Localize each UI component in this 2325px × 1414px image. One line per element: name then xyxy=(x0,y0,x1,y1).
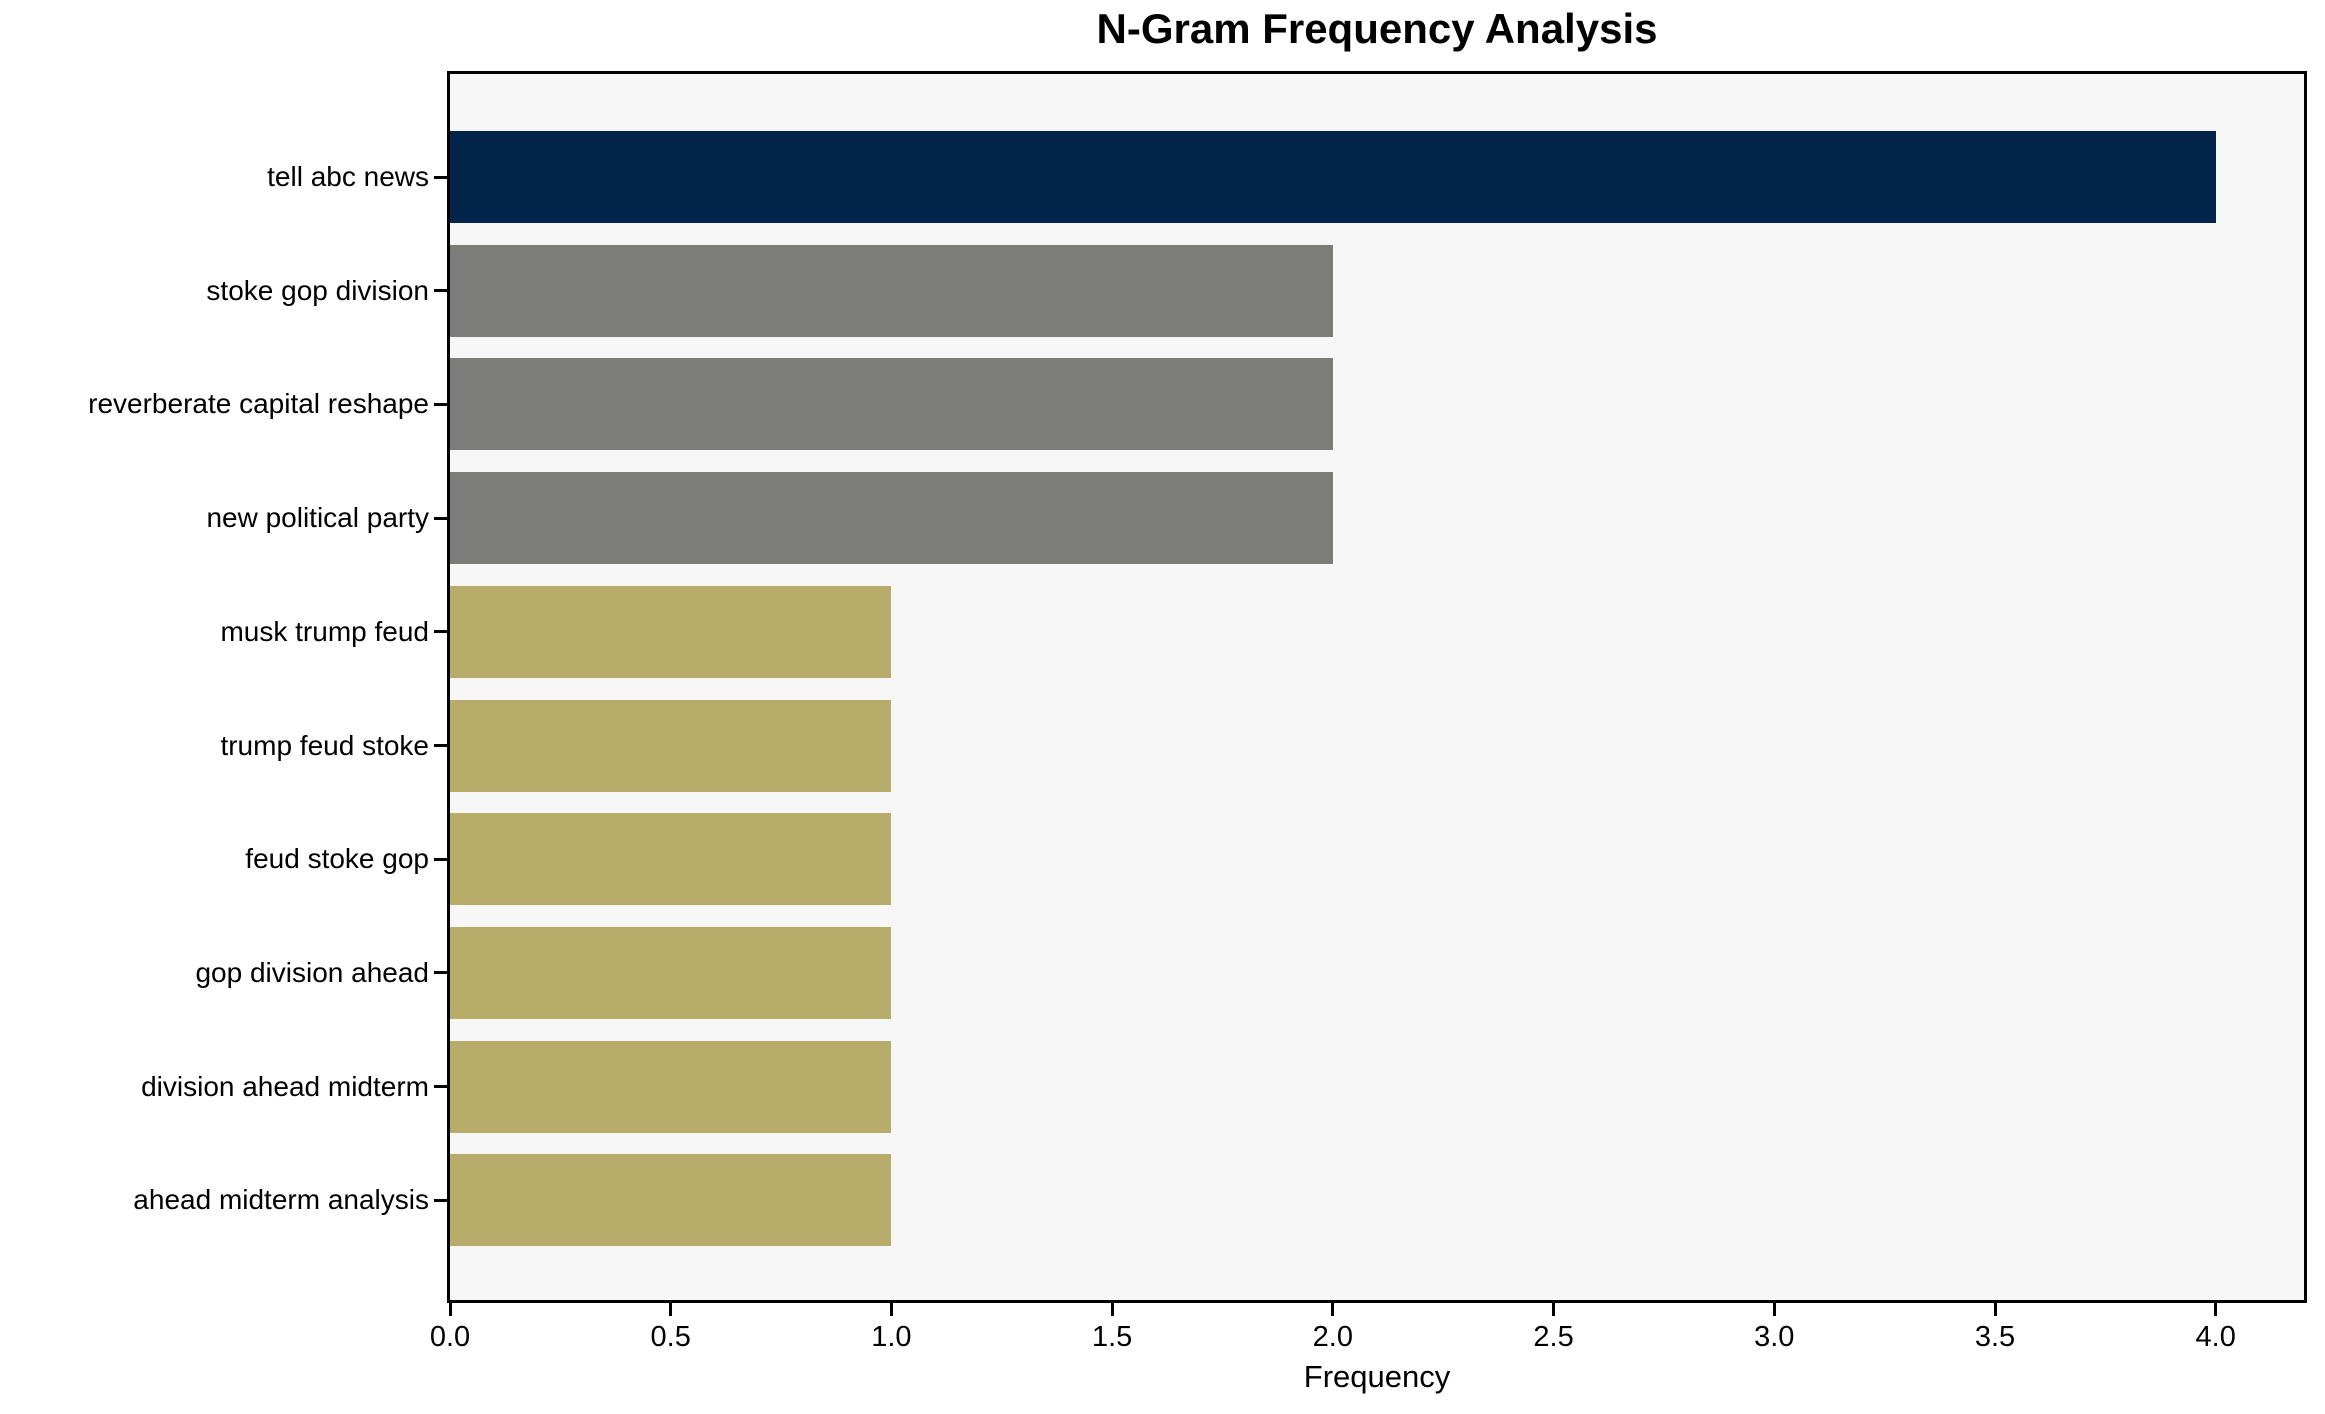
x-axis-label: Frequency xyxy=(1303,1359,1451,1394)
x-tick-mark xyxy=(1110,1303,1114,1316)
x-tick-mark xyxy=(1993,1303,1997,1316)
y-tick-label: trump feud stoke xyxy=(220,729,429,761)
y-tick-mark xyxy=(434,630,447,634)
y-tick-mark xyxy=(434,971,447,975)
y-tick-label: gop division ahead xyxy=(195,956,429,988)
x-tick-mark xyxy=(448,1303,452,1316)
bar-gop-division-ahead xyxy=(450,926,892,1019)
bar-ahead-midterm-analysis xyxy=(450,1154,892,1247)
bar-reverberate-capital-reshape xyxy=(450,358,1333,451)
bar-musk-trump-feud xyxy=(450,585,892,678)
bar-division-ahead-midterm xyxy=(450,1040,892,1133)
y-tick-mark xyxy=(434,1085,447,1089)
y-tick-mark xyxy=(434,402,447,406)
x-tick-mark xyxy=(1331,1303,1335,1316)
y-tick-label: stoke gop division xyxy=(206,274,429,306)
y-tick-label: new political party xyxy=(206,502,429,534)
y-tick-mark xyxy=(434,857,447,861)
y-tick-mark xyxy=(434,289,447,293)
y-tick-mark xyxy=(434,1198,447,1202)
y-tick-label: ahead midterm analysis xyxy=(133,1184,429,1216)
x-tick-label: 1.5 xyxy=(1091,1321,1133,1353)
y-tick-label: tell abc news xyxy=(267,161,429,192)
bar-stoke-gop-division xyxy=(450,244,1333,337)
x-tick-label: 4.0 xyxy=(2195,1321,2236,1353)
x-tick-label: 3.5 xyxy=(1974,1321,2016,1353)
x-tick-mark xyxy=(1772,1303,1776,1316)
x-tick-mark xyxy=(1552,1303,1556,1316)
x-tick-label: 2.5 xyxy=(1533,1321,1574,1353)
bar-trump-feud-stoke xyxy=(450,699,892,792)
y-tick-label: division ahead midterm xyxy=(141,1070,429,1102)
x-tick-label: 3.0 xyxy=(1754,1321,1795,1353)
bar-tell-abc-news xyxy=(450,131,2216,223)
x-tick-label: 1.0 xyxy=(871,1321,912,1353)
y-tick-mark xyxy=(434,744,447,747)
x-tick-mark xyxy=(889,1303,893,1316)
bars-container xyxy=(450,74,2304,1300)
y-tick-label: reverberate capital reshape xyxy=(88,388,429,420)
y-tick-label: feud stoke gop xyxy=(245,843,429,875)
y-tick-label: musk trump feud xyxy=(220,615,429,647)
x-tick-label: 0.0 xyxy=(429,1321,471,1353)
x-tick-label: 2.0 xyxy=(1312,1321,1353,1353)
bar-new-political-party xyxy=(450,472,1333,565)
chart-title: N-Gram Frequency Analysis xyxy=(1096,5,1658,52)
y-tick-mark xyxy=(434,175,447,179)
x-tick-mark xyxy=(2214,1303,2218,1316)
plot-area xyxy=(447,71,2307,1303)
y-tick-mark xyxy=(434,516,447,520)
bar-feud-stoke-gop xyxy=(450,813,892,906)
x-tick-mark xyxy=(669,1303,673,1316)
x-tick-label: 0.5 xyxy=(650,1321,691,1353)
